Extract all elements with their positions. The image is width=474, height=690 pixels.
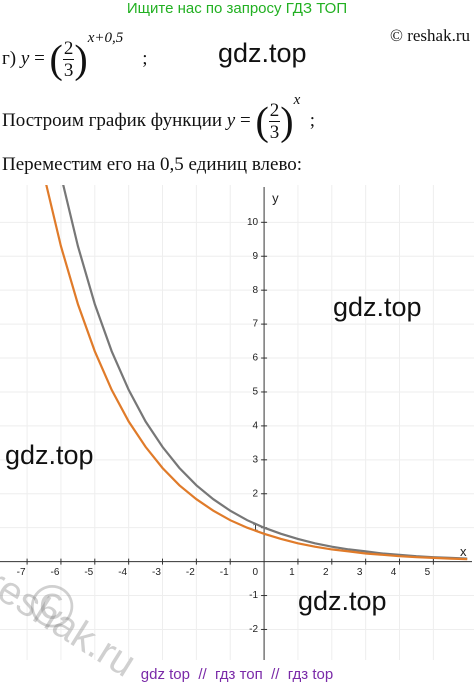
curve xyxy=(62,185,468,560)
end: ; xyxy=(309,110,316,131)
y-tick-label: -2 xyxy=(249,624,258,635)
problem-formula: г) y = (2 3)x+0,5 ; xyxy=(2,30,148,81)
paren: ) xyxy=(74,36,88,82)
y-tick-label: 1 xyxy=(253,522,259,533)
var: y xyxy=(20,48,30,69)
text: Построим график функции xyxy=(2,110,223,131)
x-tick-label: 5 xyxy=(425,567,431,578)
den: 3 xyxy=(269,122,280,144)
y-tick-label: -1 xyxy=(249,590,258,601)
reshak-symbol: © xyxy=(30,573,75,640)
curve xyxy=(45,185,468,561)
y-tick-label: 9 xyxy=(253,251,259,262)
var: y xyxy=(226,110,236,131)
x-tick-label: -1 xyxy=(220,567,229,578)
y-tick-label: 7 xyxy=(253,319,259,330)
num: 2 xyxy=(268,100,281,123)
x-axis-label: x xyxy=(460,544,467,559)
graph: -7 -6 -5 -4 -3 -2 -1 1 2 3 4 5 -2 -1 1 2 3 4 5 6 7 8 9 10 0 x y xyxy=(0,185,474,660)
paren: ) xyxy=(280,98,294,144)
x-tick-label: -3 xyxy=(152,567,161,578)
x-tick-label: 2 xyxy=(323,567,329,578)
eq: = xyxy=(34,48,45,69)
y-tick-label: 6 xyxy=(253,353,259,364)
x-tick-label: -2 xyxy=(186,567,195,578)
num: 2 xyxy=(62,38,75,61)
y-axis-label: y xyxy=(272,190,279,205)
label: г) xyxy=(2,48,17,69)
x-tick-label: -6 xyxy=(50,567,59,578)
footer: gdz top // гдз топ // гдз top xyxy=(140,666,334,683)
end: ; xyxy=(142,48,148,69)
eq: = xyxy=(239,110,251,131)
watermark: gdz.top xyxy=(298,586,387,616)
step2: Переместим его на 0,5 единиц влево: xyxy=(2,154,303,175)
origin-label: 0 xyxy=(253,567,259,578)
watermark: gdz.top xyxy=(5,440,94,470)
y-tick-label: 10 xyxy=(247,217,259,228)
watermark: gdz.top xyxy=(333,292,422,322)
paren: ( xyxy=(255,98,269,144)
den: 3 xyxy=(63,60,74,82)
x-tick-label: 3 xyxy=(357,567,363,578)
y-tick-label: 3 xyxy=(253,454,259,465)
step1: Построим график функции y = (2 3)x ; xyxy=(2,92,315,143)
x-tick-label: 4 xyxy=(391,567,397,578)
x-tick-label: -5 xyxy=(84,567,93,578)
exponent: x xyxy=(293,92,301,108)
x-tick-label: -4 xyxy=(118,567,127,578)
watermark: gdz.top xyxy=(218,38,307,68)
search-banner: Ищите нас по запросу ГДЗ ТОП xyxy=(126,0,348,17)
copyright: © reshak.ru xyxy=(390,26,470,45)
exponent: x+0,5 xyxy=(87,30,124,46)
y-tick-label: 8 xyxy=(253,285,259,296)
x-tick-label: -7 xyxy=(17,567,26,578)
y-tick-label: 2 xyxy=(253,488,259,499)
y-tick-label: 4 xyxy=(253,421,259,432)
y-tick-label: 5 xyxy=(253,387,259,398)
x-tick-label: 1 xyxy=(289,567,295,578)
paren: ( xyxy=(49,36,63,82)
